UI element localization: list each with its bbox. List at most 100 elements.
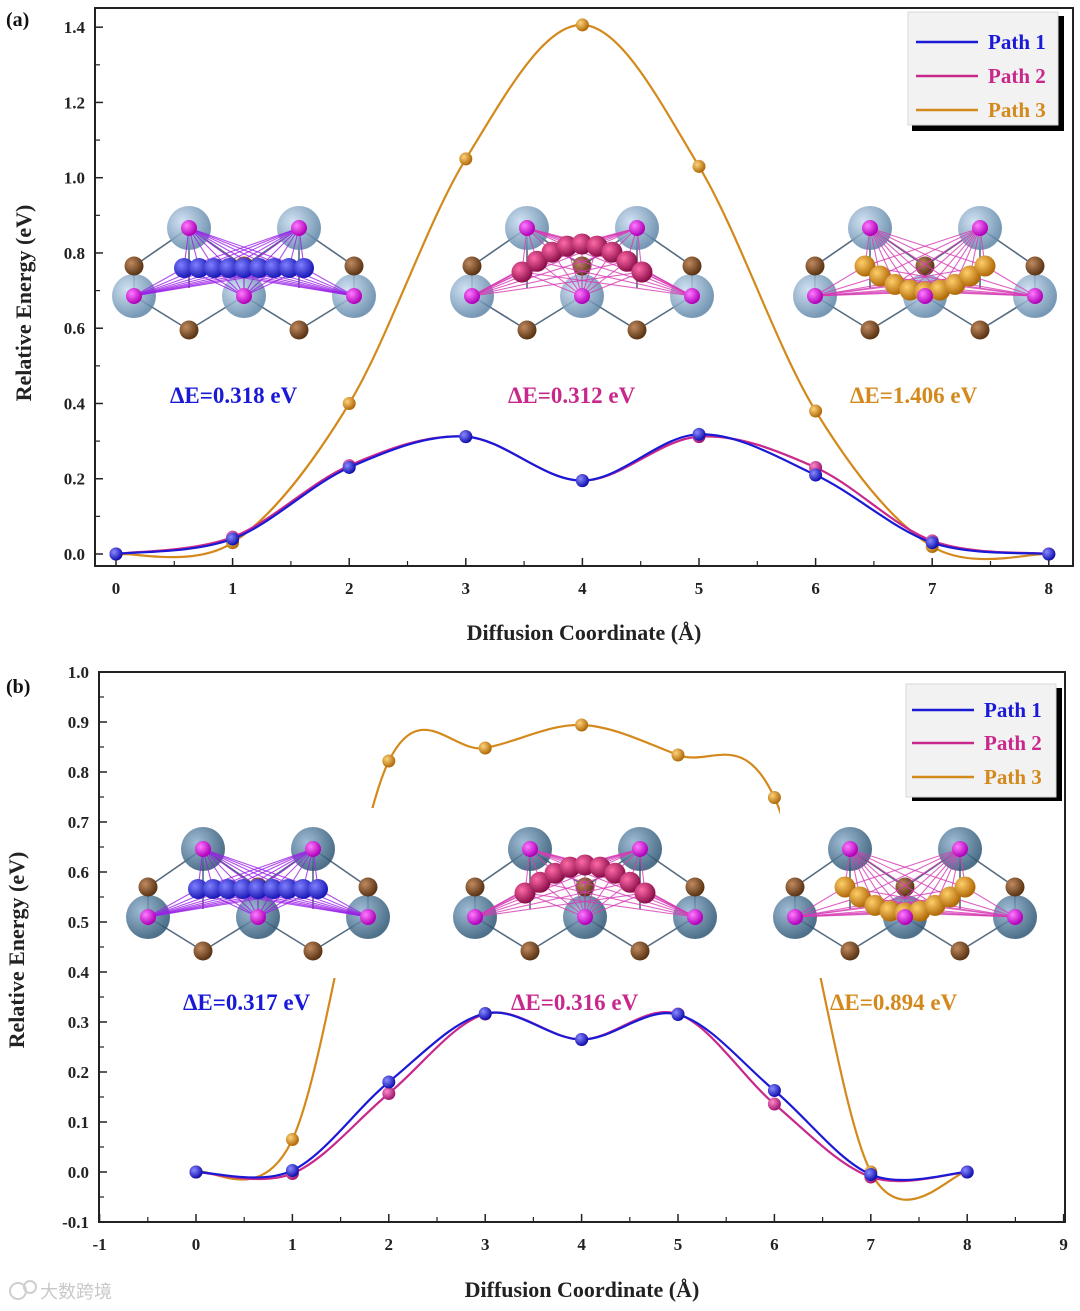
lattice-atom	[840, 941, 860, 961]
panel-a: (a) 0 1 2 3 4 5 6 7 8 0.0 0.2 0.4 0.6 0.8 1.0 1.2 1.4 ΔE…	[6, 7, 1074, 645]
lattice-atom	[193, 941, 213, 961]
panel-a-x-axis-title: Diffusion Coordinate (Å)	[467, 620, 702, 645]
surface-atom	[305, 841, 321, 857]
panel-a-point-path3	[692, 159, 706, 173]
panel-b-x-tick-label: 0	[192, 1235, 201, 1254]
diffusing-atom	[249, 258, 269, 278]
panel-b-inset-path1	[126, 827, 390, 961]
diffusing-atom	[279, 258, 299, 278]
surface-atom	[140, 909, 156, 925]
panel-b-point-path3	[478, 741, 492, 755]
panel-a-x-tick-label: 0	[112, 579, 121, 598]
surface-atom	[360, 909, 376, 925]
lattice-atom	[462, 256, 482, 276]
panel-a-point-path3	[575, 18, 589, 32]
panel-a-x-tick-label: 2	[345, 579, 354, 598]
diffusion-bond	[934, 904, 1016, 918]
panel-b-y-tick-label: 0.5	[68, 913, 89, 932]
panel-a-y-tick-label: 0.2	[64, 470, 85, 489]
diffusing-atom	[634, 882, 656, 904]
panel-b-point-path1	[575, 1033, 589, 1046]
panel-a-point-path1	[1042, 547, 1056, 561]
diffusion-bond	[874, 848, 961, 906]
diffusion-bond	[869, 227, 941, 291]
panel-a-point-path1	[692, 427, 706, 441]
legend-label-path3: Path 3	[988, 98, 1046, 122]
panel-a-line-path2	[115, 435, 1049, 556]
panel-b-point-path1	[285, 1164, 299, 1177]
panel-b-inset-path3	[773, 827, 1037, 961]
lattice-atom	[289, 320, 309, 340]
surface-atom	[632, 841, 648, 857]
panel-a-label: (a)	[6, 9, 29, 31]
diffusing-atom	[234, 258, 254, 278]
diffusion-bond	[794, 896, 861, 918]
panel-a-x-tick-label: 3	[462, 579, 471, 598]
lattice-atom	[1005, 877, 1025, 897]
surface-atom	[577, 909, 593, 925]
surface-atom	[291, 220, 307, 236]
diffusion-bond	[969, 275, 1036, 297]
diffusion-bond	[894, 227, 981, 285]
surface-atom	[629, 220, 645, 236]
diffusion-bond	[536, 260, 693, 297]
panel-b-series	[189, 1007, 974, 1184]
diffusing-atom	[278, 879, 298, 899]
diffusing-atom	[939, 886, 961, 908]
panel-a-line-path1	[115, 433, 1049, 556]
panel-a-y-tick-label: 1.4	[64, 18, 86, 37]
lattice-atom	[124, 256, 144, 276]
panel-b-x-tick-label: 9	[1059, 1235, 1068, 1254]
diffusion-bond	[859, 848, 961, 898]
legend-label-path2: Path 2	[988, 64, 1046, 88]
legend-label-path1: Path 1	[984, 698, 1042, 722]
panel-a-x-tick-label: 7	[928, 579, 937, 598]
panel-b-delta-e-path1: ΔE=0.317 eV	[183, 990, 311, 1015]
panel-a-x-tick-label: 6	[811, 579, 820, 598]
diffusion-bond	[524, 892, 696, 918]
surface-atom	[195, 841, 211, 857]
diffusing-atom	[203, 879, 223, 899]
legend-label-path1: Path 1	[988, 30, 1046, 54]
surface-atom	[522, 841, 538, 857]
watermark-logo-dot-icon	[23, 1280, 37, 1294]
panel-b-point-path1	[478, 1007, 492, 1020]
panel-b-y-tick-label: 0.6	[68, 863, 89, 882]
panel-a-series	[109, 18, 1056, 561]
panel-a-delta-e-path1: ΔE=0.318 eV	[170, 383, 298, 408]
diffusion-bond	[524, 892, 586, 918]
lattice-atom	[685, 877, 705, 897]
panel-a-point-path3	[459, 152, 473, 166]
panel-b-x-tick-label: 7	[867, 1235, 876, 1254]
diffusing-atom	[619, 871, 641, 893]
diffusing-atom	[631, 261, 653, 283]
diffusing-atom	[854, 255, 876, 277]
diffusion-bond	[844, 848, 961, 888]
panel-a-legend: Path 1 Path 2 Path 3	[907, 11, 1064, 131]
diffusion-bond	[849, 848, 921, 912]
panel-a-inset-path3	[793, 206, 1057, 340]
surface-atom	[236, 288, 252, 304]
lattice-atom	[179, 320, 199, 340]
panel-b-y-tick-label: 0.2	[68, 1063, 89, 1082]
panel-a-point-path1	[809, 468, 823, 482]
surface-atom	[1027, 288, 1043, 304]
lattice-atom	[520, 941, 540, 961]
panel-b-x-tick-label: 2	[385, 1235, 394, 1254]
diffusion-bond	[474, 872, 616, 918]
diffusing-atom	[954, 876, 976, 898]
panel-a-point-path3	[809, 404, 823, 418]
panel-b: (b) -1 0 1 2 3 4 5 6 7 8 9 -0.1 0.0 0.1 0.2 0.3 0.4 0.5 0.…	[4, 663, 1068, 1302]
lattice-atom	[915, 256, 935, 276]
panel-a-y-tick-label: 0.0	[64, 545, 85, 564]
diffusing-atom	[189, 258, 209, 278]
lattice-atom	[627, 320, 647, 340]
diffusion-bond	[471, 271, 643, 297]
diffusion-bond	[879, 227, 981, 277]
panel-a-y-tick-label: 1.2	[64, 93, 85, 112]
panel-b-y-tick-label: 0.1	[68, 1113, 89, 1132]
diffusion-bond	[471, 251, 613, 297]
panel-b-point-path3	[575, 718, 589, 732]
diffusion-bond	[551, 251, 693, 297]
